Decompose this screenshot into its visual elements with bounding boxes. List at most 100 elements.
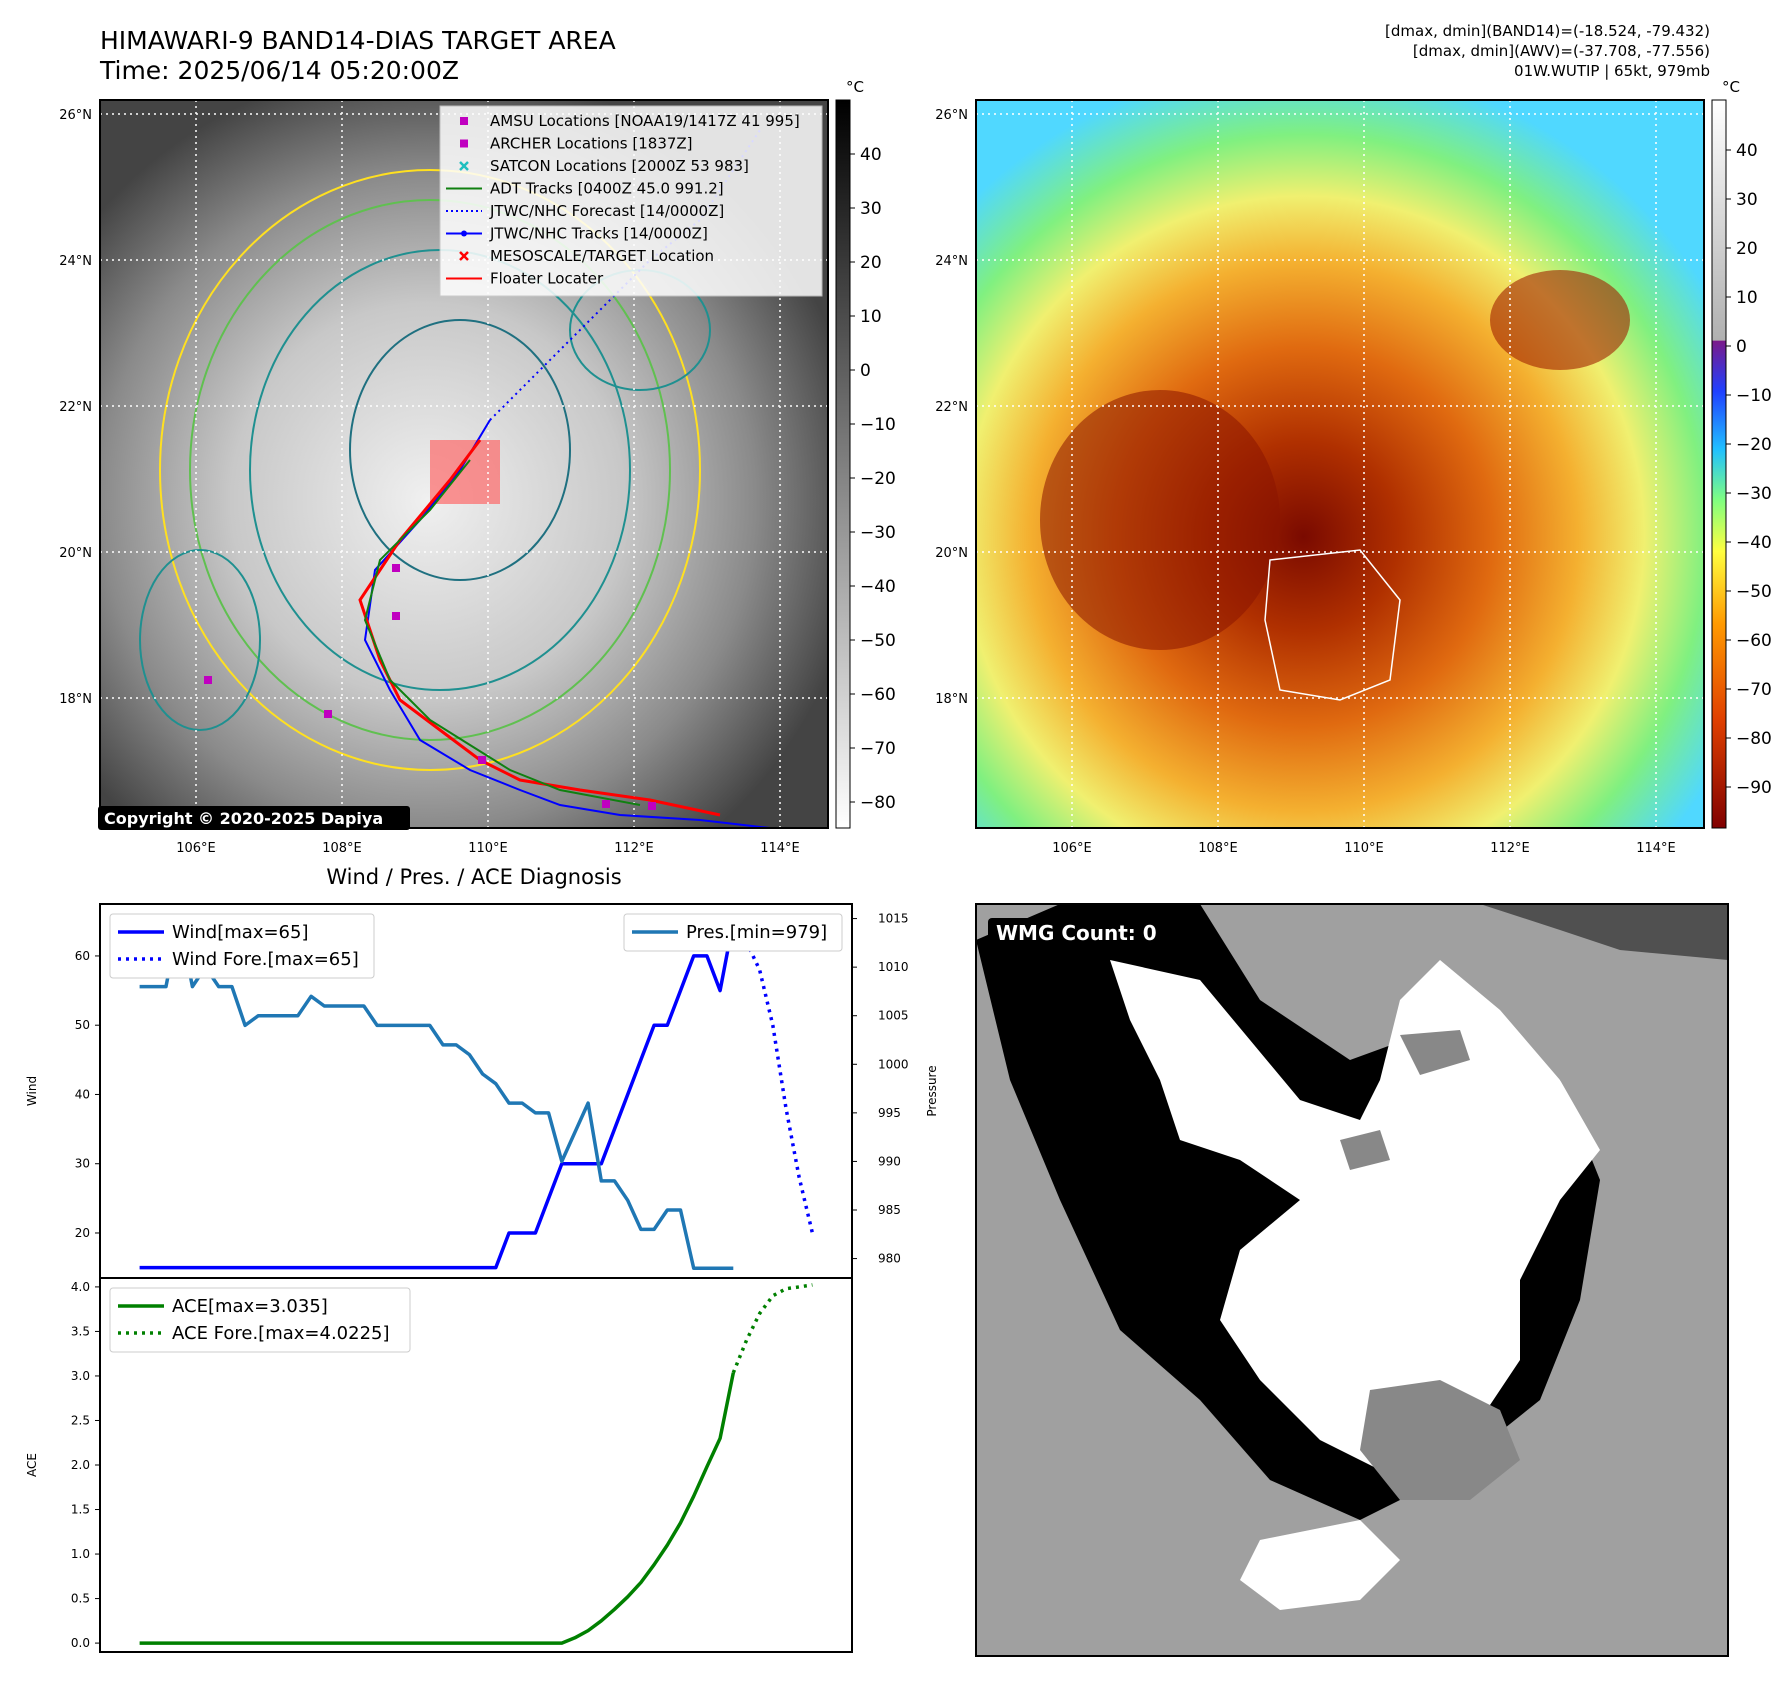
- legend-label: JTWC/NHC Tracks [14/0000Z]: [489, 225, 708, 243]
- wind-pressure-chart: 20 30 40 50 60 Wind 980 985 990 995 1000 1005 1010 10…: [25, 903, 939, 1279]
- colorbar-tick-label: −10: [1736, 386, 1772, 406]
- map2-gridlines: [976, 100, 1704, 828]
- legend-marker: [460, 139, 468, 148]
- colorbar-tick-label: −70: [860, 739, 896, 759]
- lon-tick-label: 114°E: [760, 841, 800, 856]
- colorbar-tick-label: 20: [1736, 239, 1758, 259]
- lon-tick-label: 108°E: [322, 841, 362, 856]
- hainan-outline: [1264, 549, 1401, 701]
- color-colorbar-unit: °C: [1722, 78, 1740, 96]
- colorbar-tick-label: −40: [860, 577, 896, 597]
- colorbar-tick-label: 0: [1736, 337, 1747, 357]
- floater-locater-track: [358, 439, 721, 817]
- chart-legend-label: ACE Fore.[max=4.0225]: [172, 1323, 390, 1344]
- wmg-white-region: [1110, 960, 1600, 1470]
- copyright-badge: [98, 806, 410, 830]
- colorbar-tick-label: 30: [1736, 190, 1758, 210]
- y-tick-label: 60: [75, 949, 90, 963]
- colorbar-tick-label: −90: [1736, 778, 1772, 798]
- lat-tick-label: 20°N: [59, 546, 92, 561]
- y-tick-label: 1.0: [71, 1547, 90, 1561]
- ir-map-frame: [99, 99, 829, 829]
- gray-colorbar-unit: °C: [846, 78, 864, 96]
- jtwc-forecast: [489, 129, 761, 421]
- lon-tick-label: 108°E: [1198, 841, 1238, 856]
- lon-tick-label: 106°E: [176, 841, 216, 856]
- y-right-tick-label: 985: [878, 1203, 901, 1217]
- ace-chart: 0.0 0.5 1.0 1.5 2.0 2.5 3.0 3.5 4.0 ACE ACE[max=3.…: [25, 1277, 853, 1653]
- legend-label: Floater Locater: [490, 270, 604, 288]
- series-line: [139, 1372, 736, 1645]
- chart-legend-label: ACE[max=3.035]: [172, 1296, 328, 1317]
- colorbar-tick-label: 40: [860, 145, 882, 165]
- y-right-tick-label: 990: [878, 1154, 901, 1168]
- y-right-tick-label: 1005: [878, 1009, 909, 1023]
- diagnosis-title: Wind / Pres. / ACE Diagnosis: [326, 865, 621, 889]
- color-colorbar: 40 30 20 10 0 −10 −20 −30 −40 −50 −60 −70 −80 −90: [1711, 99, 1772, 829]
- wmg-panel: WMG Count: 0: [975, 903, 1729, 1657]
- colorbar-tick-label: −20: [860, 469, 896, 489]
- amsu-archer-markers: [204, 564, 656, 810]
- series-line: [139, 920, 736, 1270]
- y-axis-label: ACE: [25, 1453, 39, 1477]
- lon-tick-label: 110°E: [468, 841, 508, 856]
- colorbar-tick-label: −10: [860, 415, 896, 435]
- lat-tick-label: 24°N: [935, 254, 968, 269]
- wmg-count-label: WMG Count: 0: [996, 921, 1157, 945]
- y-tick-label: 0.0: [71, 1636, 90, 1650]
- chart-legend-box: [109, 1287, 411, 1353]
- colorbar-tick-label: −60: [860, 685, 896, 705]
- color-core-2: [1490, 270, 1630, 370]
- series-line: [139, 916, 734, 1271]
- colorbar-tick-label: −30: [1736, 484, 1772, 504]
- lon-tick-label: 110°E: [1344, 841, 1384, 856]
- colorbar-tick-label: −40: [1736, 533, 1772, 553]
- colorbar-tick-label: 10: [860, 307, 882, 327]
- lat-tick-label: 18°N: [59, 692, 92, 707]
- colorbar-tick-label: 20: [860, 253, 882, 273]
- map-legend: AMSU Locations [NOAA19/1417Z 41 995] ARCH…: [439, 105, 823, 297]
- colorbar-tick-label: 0: [860, 361, 871, 381]
- wmg-frame: [975, 903, 1729, 1657]
- adt-track: [363, 459, 641, 806]
- legend-marker: [459, 161, 469, 171]
- y-tick-label: 20: [75, 1226, 90, 1240]
- y-right-tick-label: 1000: [878, 1057, 909, 1071]
- y-axis-label: Wind: [25, 1076, 39, 1106]
- chart-legend-label: Pres.[min=979]: [686, 922, 827, 943]
- copyright-text: Copyright © 2020-2025 Dapiya: [104, 809, 383, 828]
- lat-tick-label: 22°N: [935, 400, 968, 415]
- y-tick-label: 2.0: [71, 1458, 90, 1472]
- y-tick-label: 4.0: [71, 1280, 90, 1294]
- color-core-1: [1040, 390, 1280, 650]
- y-tick-label: 40: [75, 1087, 90, 1101]
- colorbar-tick-label: 40: [1736, 141, 1758, 161]
- legend-label: ADT Tracks [0400Z 45.0 991.2]: [490, 180, 724, 198]
- legend-marker: [460, 117, 468, 125]
- y-right-tick-label: 995: [878, 1106, 901, 1120]
- colorbar-tick-label: −70: [1736, 680, 1772, 700]
- lat-tick-label: 18°N: [935, 692, 968, 707]
- lat-tick-label: 26°N: [59, 108, 92, 123]
- legend-label: AMSU Locations [NOAA19/1417Z 41 995]: [490, 112, 800, 130]
- colorbar-tick-label: −60: [1736, 631, 1772, 651]
- y-right-axis-label: Pressure: [925, 1065, 939, 1116]
- y-tick-label: 3.5: [71, 1324, 90, 1338]
- colorbar-tick-label: −80: [1736, 729, 1772, 749]
- color-map-frame: [975, 99, 1705, 829]
- header-storm-info: 01W.WUTIP | 65kt, 979mb: [1514, 62, 1710, 80]
- lon-tick-label: 106°E: [1052, 841, 1092, 856]
- colorbar-tick-label: −50: [1736, 582, 1772, 602]
- y-right-tick-label: 1010: [878, 960, 909, 974]
- y-tick-label: 3.0: [71, 1369, 90, 1383]
- chart-legend-label: Wind Fore.[max=65]: [172, 949, 359, 970]
- map-axis-labels: 106°E 106°E 108°E 108°E 110°E 110°E 112°E 112°E…: [59, 108, 1676, 856]
- header-stats-1: [dmax, dmin](BAND14)=(-18.524, -79.432): [1385, 22, 1710, 40]
- colorbar-tick-label: 10: [1736, 288, 1758, 308]
- chart-title: HIMAWARI-9 BAND14-DIAS TARGET AREA: [100, 26, 616, 55]
- y-tick-label: 2.5: [71, 1413, 90, 1427]
- ir-map-panel: AMSU Locations [NOAA19/1417Z 41 995] ARCH…: [98, 99, 829, 830]
- wmg-gray-core: [1360, 1380, 1520, 1500]
- lon-tick-label: 112°E: [1490, 841, 1530, 856]
- chart-legend-box: [623, 913, 843, 952]
